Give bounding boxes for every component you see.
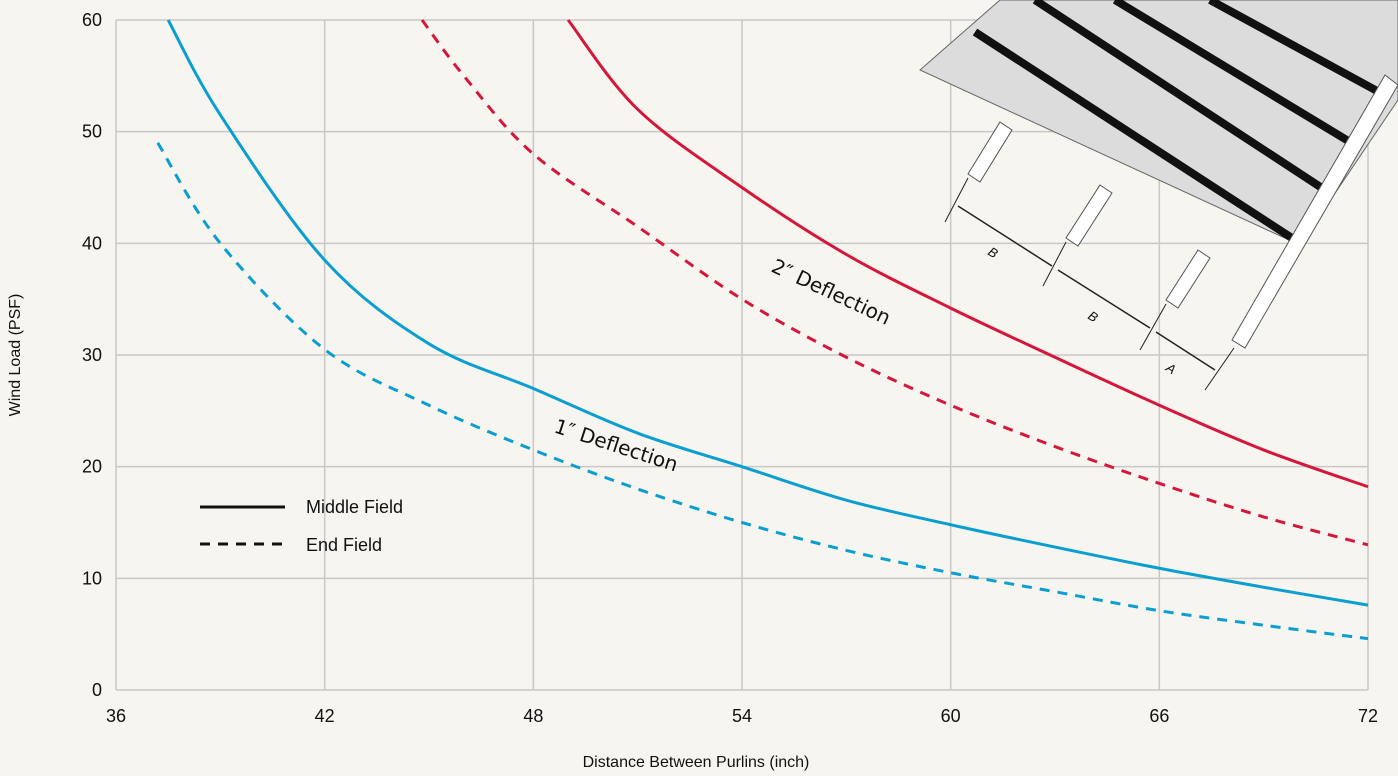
purlin [967,121,1013,183]
dim-ext-line [944,177,969,223]
y-tick-label: 30 [82,345,102,365]
purlin [1065,184,1113,247]
dim-ext-line [1139,303,1167,351]
panel-rib [972,28,1298,244]
x-tick-label: 42 [315,706,335,726]
legend-middle-field: Middle Field [306,497,403,517]
series-line-middle [566,19,1369,489]
y-tick-label: 20 [82,457,102,477]
x-tick-label: 48 [523,706,543,726]
dim-line-b2 [1057,269,1151,329]
series-line-end [156,142,1369,641]
legend: Middle Field End Field [200,497,403,555]
y-tick-label: 0 [92,680,102,700]
x-axis-label: Distance Between Purlins (inch) [583,754,810,771]
purlin [1165,249,1211,309]
dim-line-a [1155,331,1216,371]
y-axis-label: Wind Load (PSF) [7,294,24,417]
y-tick-label: 10 [82,568,102,588]
dim-ext-line [1204,347,1235,391]
x-tick-label: 66 [1149,706,1169,726]
tick-labels: 36 42 48 54 60 66 72 0 10 20 30 40 50 60 [82,10,1378,726]
purlin-diagram: B B A [919,0,1398,391]
dim-ext-line [1042,241,1067,287]
panel-rib [1208,0,1392,102]
x-tick-label: 72 [1358,706,1378,726]
series-lines [156,19,1369,641]
x-tick-label: 60 [941,706,961,726]
legend-end-field: End Field [306,535,382,555]
y-tick-label: 60 [82,10,102,30]
series-line-end [420,19,1369,547]
x-tick-label: 54 [732,706,752,726]
panel-rib [1032,0,1328,194]
panel-rib [1112,0,1358,149]
annotation-2in-deflection: 2″ Deflection [768,254,895,330]
roof-panel [919,0,1398,246]
dim-label-b2: B [1085,308,1101,325]
series-line-middle [166,19,1369,607]
y-tick-label: 50 [82,122,102,142]
dim-label-b1: B [985,244,1001,261]
dim-line-b1 [957,205,1053,267]
dim-label-a: A [1163,359,1179,377]
end-purlin [1231,74,1398,349]
y-tick-label: 40 [82,233,102,253]
x-tick-label: 36 [106,706,126,726]
